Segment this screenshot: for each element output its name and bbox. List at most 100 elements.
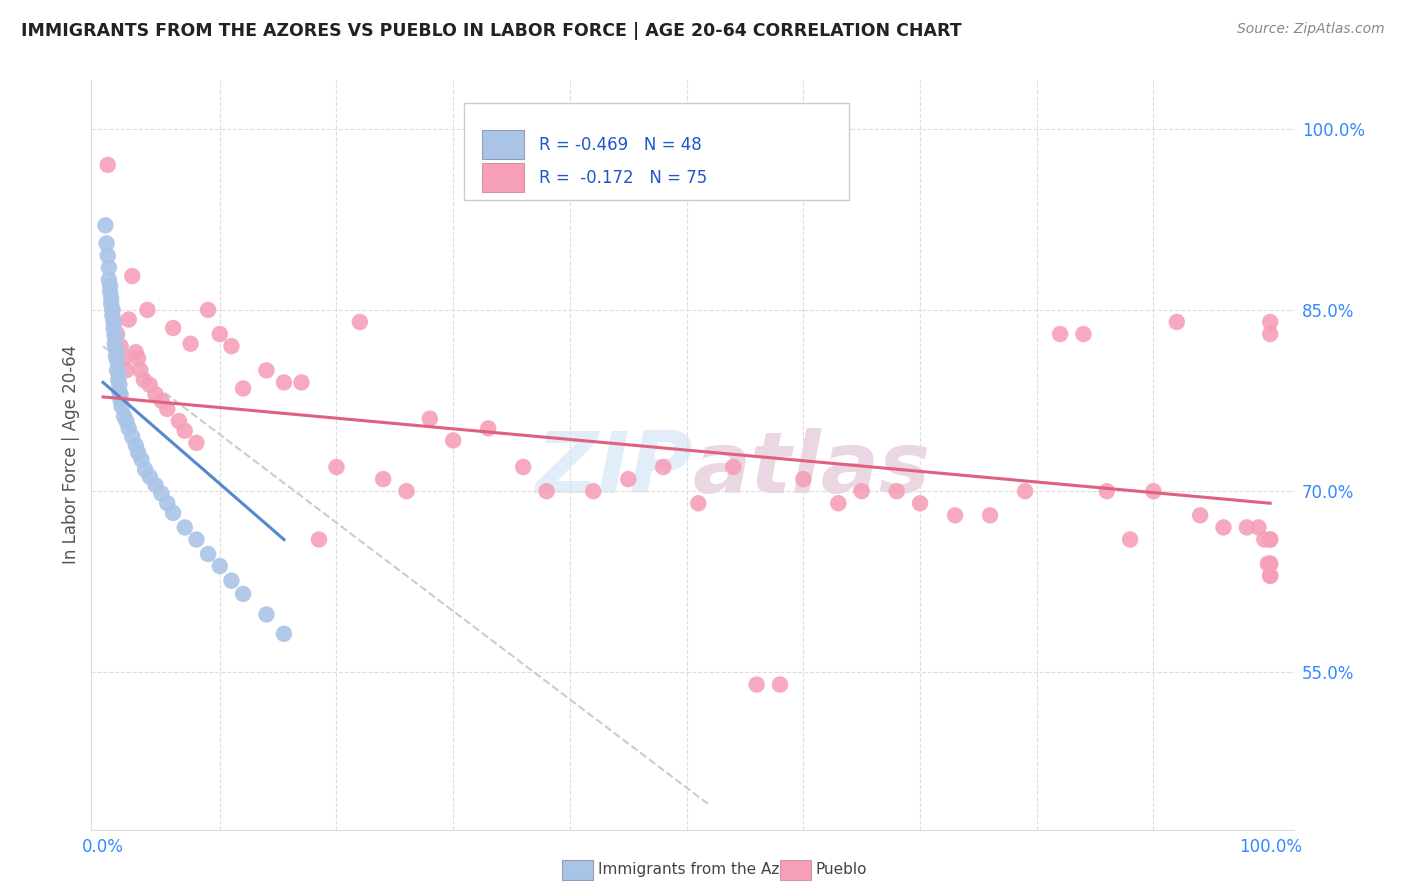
Point xyxy=(104,349,127,363)
Point xyxy=(97,158,120,172)
Point xyxy=(127,445,149,459)
Point xyxy=(617,472,640,486)
Point xyxy=(110,393,132,408)
Point xyxy=(104,327,127,342)
Point xyxy=(1212,520,1234,534)
Point xyxy=(97,273,120,287)
Point xyxy=(1247,520,1270,534)
Point xyxy=(1258,327,1281,342)
Point xyxy=(745,677,768,691)
Point xyxy=(232,381,254,395)
Point xyxy=(98,285,121,299)
Point xyxy=(97,260,120,275)
Text: Pueblo: Pueblo xyxy=(815,863,868,877)
Point xyxy=(1258,568,1281,582)
Point xyxy=(98,278,121,293)
Point xyxy=(110,387,132,401)
Point xyxy=(118,421,141,435)
Text: R =  -0.172   N = 75: R = -0.172 N = 75 xyxy=(538,169,707,186)
Point xyxy=(1258,315,1281,329)
FancyBboxPatch shape xyxy=(464,103,849,200)
Point xyxy=(419,411,441,425)
Point xyxy=(308,533,330,547)
Point xyxy=(221,339,243,353)
Point xyxy=(1258,557,1281,571)
Point xyxy=(1095,484,1118,499)
FancyBboxPatch shape xyxy=(482,163,524,192)
Point xyxy=(256,607,278,622)
Point xyxy=(129,363,152,377)
Point xyxy=(101,302,124,317)
Point xyxy=(167,414,190,428)
Point xyxy=(256,363,278,377)
Point xyxy=(221,574,243,588)
Point xyxy=(827,496,849,510)
Point xyxy=(290,376,312,390)
Text: Source: ZipAtlas.com: Source: ZipAtlas.com xyxy=(1237,22,1385,37)
Point xyxy=(101,309,124,323)
Point xyxy=(943,508,966,523)
Point xyxy=(125,438,148,452)
Point xyxy=(1236,520,1258,534)
Point xyxy=(111,400,134,414)
Point xyxy=(121,430,143,444)
Point xyxy=(131,452,153,467)
Point xyxy=(851,484,873,499)
Point xyxy=(186,533,208,547)
Point xyxy=(162,506,184,520)
Point xyxy=(652,460,675,475)
Point xyxy=(104,329,127,343)
Point xyxy=(94,219,117,233)
Point xyxy=(723,460,745,475)
Point xyxy=(1073,327,1095,342)
Point xyxy=(208,559,231,574)
Point xyxy=(1189,508,1212,523)
Point xyxy=(134,462,156,476)
Point xyxy=(197,547,219,561)
Point xyxy=(441,434,464,448)
Point xyxy=(325,460,347,475)
Point xyxy=(349,315,371,329)
Point xyxy=(115,363,138,377)
Point xyxy=(273,627,295,641)
Point xyxy=(908,496,931,510)
Point xyxy=(232,587,254,601)
Point xyxy=(127,351,149,366)
Point xyxy=(100,297,122,311)
Point xyxy=(769,677,792,691)
Point xyxy=(108,377,131,392)
Point xyxy=(273,376,295,390)
Point xyxy=(512,460,534,475)
Point xyxy=(145,387,167,401)
Text: Immigrants from the Azores: Immigrants from the Azores xyxy=(598,863,811,877)
Point xyxy=(115,414,138,428)
Point xyxy=(1014,484,1036,499)
Point xyxy=(100,291,122,305)
Point xyxy=(112,351,135,366)
Point xyxy=(197,302,219,317)
Point xyxy=(536,484,558,499)
Text: atlas: atlas xyxy=(692,428,931,511)
Point xyxy=(104,342,127,356)
Point xyxy=(1257,557,1279,571)
Point xyxy=(103,315,125,329)
Text: ZIP: ZIP xyxy=(534,428,692,511)
Point xyxy=(1166,315,1188,329)
Text: IMMIGRANTS FROM THE AZORES VS PUEBLO IN LABOR FORCE | AGE 20-64 CORRELATION CHAR: IMMIGRANTS FROM THE AZORES VS PUEBLO IN … xyxy=(21,22,962,40)
Point xyxy=(105,353,128,368)
Point xyxy=(1258,568,1281,582)
Point xyxy=(139,377,162,392)
Point xyxy=(104,336,127,351)
Y-axis label: In Labor Force | Age 20-64: In Labor Force | Age 20-64 xyxy=(62,345,80,565)
Point xyxy=(121,268,143,283)
Point xyxy=(103,321,125,335)
Point xyxy=(139,469,162,483)
Point xyxy=(1253,533,1275,547)
Point xyxy=(136,302,159,317)
Point xyxy=(1258,533,1281,547)
Point xyxy=(112,409,135,424)
Point xyxy=(173,424,195,438)
Point xyxy=(173,520,195,534)
Point xyxy=(156,496,179,510)
Point xyxy=(886,484,908,499)
